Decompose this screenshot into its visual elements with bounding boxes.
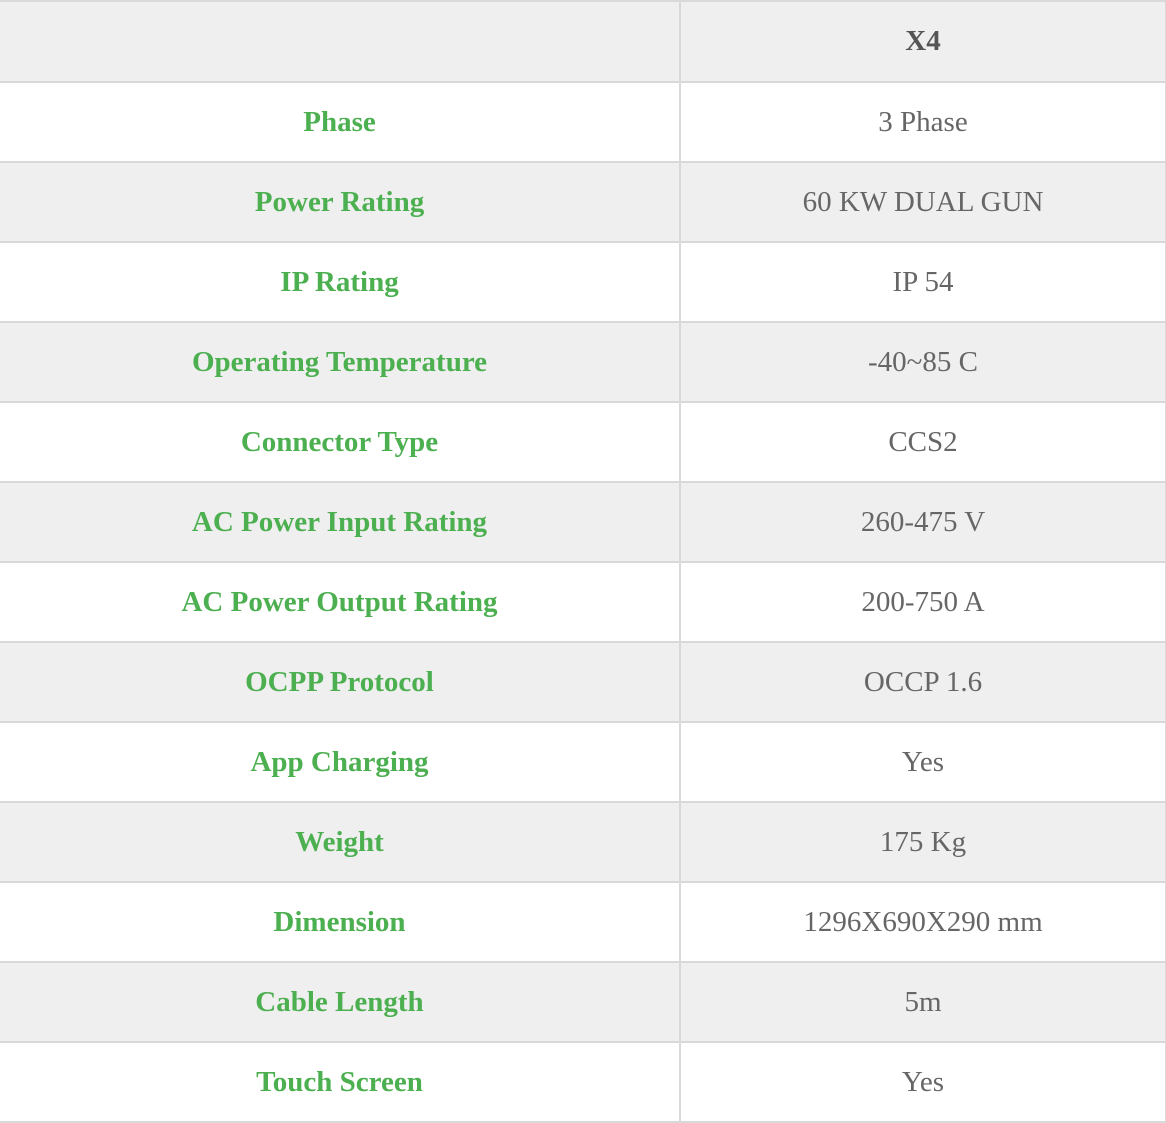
spec-label: OCPP Protocol <box>0 641 681 723</box>
table-row: IP Rating IP 54 <box>0 241 1166 323</box>
table-row: AC Power Input Rating 260-475 V <box>0 481 1166 563</box>
table-row: App Charging Yes <box>0 721 1166 803</box>
spec-label: Operating Temperature <box>0 321 681 403</box>
spec-label: Dimension <box>0 881 681 963</box>
spec-value: CCS2 <box>679 401 1166 483</box>
spec-value: 260-475 V <box>679 481 1166 563</box>
table-row: Connector Type CCS2 <box>0 401 1166 483</box>
spec-label: App Charging <box>0 721 681 803</box>
table-row: Dimension 1296X690X290 mm <box>0 881 1166 963</box>
table-header-row: X4 <box>0 0 1166 83</box>
spec-value: OCCP 1.6 <box>679 641 1166 723</box>
spec-value: 200-750 A <box>679 561 1166 643</box>
table-row: Power Rating 60 KW DUAL GUN <box>0 161 1166 243</box>
table-row: Touch Screen Yes <box>0 1041 1166 1123</box>
spec-value: Yes <box>679 1041 1166 1123</box>
spec-value: 60 KW DUAL GUN <box>679 161 1166 243</box>
table-row: Operating Temperature -40~85 C <box>0 321 1166 403</box>
table-row: Weight 175 Kg <box>0 801 1166 883</box>
table-row: Phase 3 Phase <box>0 81 1166 163</box>
spec-label: Power Rating <box>0 161 681 243</box>
spec-value: IP 54 <box>679 241 1166 323</box>
table-row: Cable Length 5m <box>0 961 1166 1043</box>
spec-value: -40~85 C <box>679 321 1166 403</box>
spec-value: 1296X690X290 mm <box>679 881 1166 963</box>
spec-label: Weight <box>0 801 681 883</box>
spec-label: IP Rating <box>0 241 681 323</box>
table-row: OCPP Protocol OCCP 1.6 <box>0 641 1166 723</box>
spec-label: AC Power Output Rating <box>0 561 681 643</box>
table-row: AC Power Output Rating 200-750 A <box>0 561 1166 643</box>
header-model-cell: X4 <box>679 0 1166 83</box>
header-label-cell <box>0 0 681 83</box>
spec-value: 3 Phase <box>679 81 1166 163</box>
spec-label: Phase <box>0 81 681 163</box>
spec-value: Yes <box>679 721 1166 803</box>
spec-label: Cable Length <box>0 961 681 1043</box>
spec-value: 175 Kg <box>679 801 1166 883</box>
spec-label: Touch Screen <box>0 1041 681 1123</box>
spec-label: AC Power Input Rating <box>0 481 681 563</box>
spec-label: Connector Type <box>0 401 681 483</box>
spec-value: 5m <box>679 961 1166 1043</box>
